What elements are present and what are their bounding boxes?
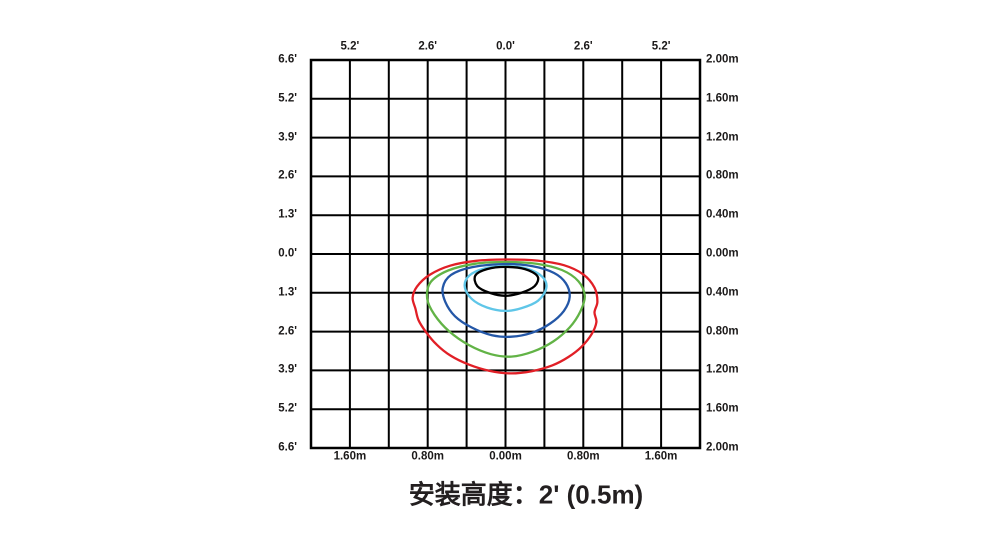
axis-label-left-2: 3.9': [278, 130, 297, 143]
axis-label-left-3: 2.6': [278, 169, 297, 182]
isolux-level-2: [425, 260, 586, 358]
axis-label-right-8: 1.20m: [706, 363, 739, 376]
isolux-level-5-inner: [473, 265, 540, 297]
isolux-level-4: [463, 264, 548, 313]
axis-label-left-6: 1.3': [278, 286, 297, 299]
axis-label-right-10: 2.00m: [706, 441, 739, 454]
grid: [309, 58, 702, 450]
axis-label-bottom-4: 1.60m: [644, 450, 678, 463]
axis-label-bottom-3: 0.80m: [566, 450, 600, 463]
axis-label-bottom-2: 0.00m: [489, 450, 522, 463]
axis-label-top-1: 2.6': [418, 40, 438, 53]
axis-label-right-3: 0.80m: [706, 169, 739, 182]
axis-label-top-2: 0.0': [496, 40, 515, 53]
isolux-level-1-outer: [411, 258, 599, 375]
axis-label-top-4: 5.2': [651, 40, 671, 53]
axis-label-right-2: 1.20m: [706, 130, 739, 143]
axis-label-left-8: 3.9': [278, 363, 297, 376]
axis-label-right-4: 0.40m: [706, 208, 739, 221]
mounting-height-caption: 安装高度：2' (0.5m): [408, 479, 644, 510]
axis-label-right-0: 2.00m: [706, 53, 739, 66]
axis-label-left-10: 6.6': [278, 441, 297, 454]
axis-label-left-1: 5.2': [278, 92, 297, 105]
axis-label-top-0: 5.2': [340, 40, 360, 53]
axis-label-right-5: 0.00m: [706, 247, 739, 260]
axis-label-right-9: 1.60m: [706, 402, 739, 415]
axis-label-bottom-1: 0.80m: [411, 450, 444, 463]
axis-label-left-0: 6.6': [278, 53, 297, 66]
axis-label-right-1: 1.60m: [706, 92, 739, 105]
axis-label-right-6: 0.40m: [706, 286, 739, 299]
isolux-level-3: [441, 262, 571, 338]
axis-label-left-5: 0.0': [278, 247, 297, 260]
axis-label-left-9: 5.2': [278, 402, 297, 415]
axis-label-bottom-0: 1.60m: [333, 450, 367, 463]
axis-label-left-4: 1.3': [278, 208, 297, 221]
axis-label-right-7: 0.80m: [706, 324, 739, 337]
axis-label-left-7: 2.6': [278, 324, 297, 337]
axis-label-top-3: 2.6': [573, 40, 593, 53]
grid-border: [309, 58, 702, 450]
